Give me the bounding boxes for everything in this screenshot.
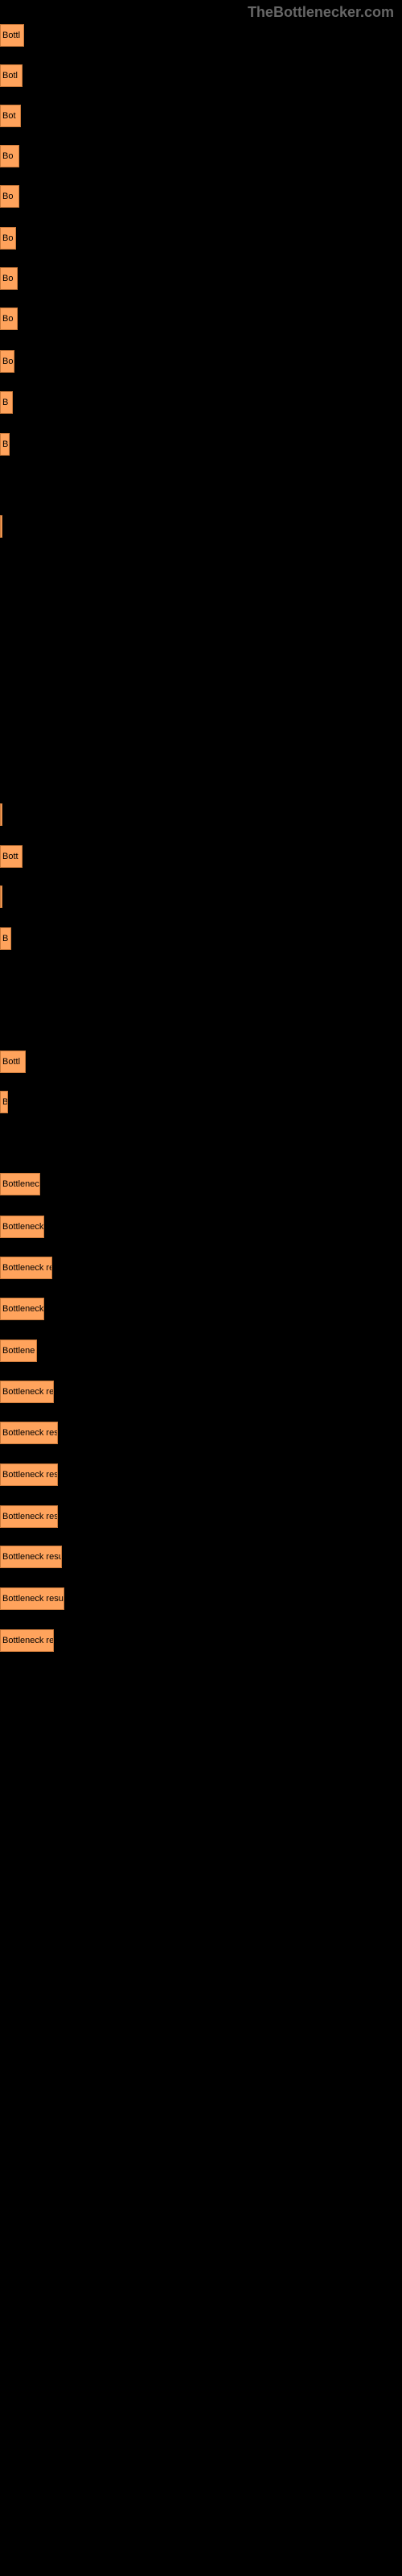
bar-row bbox=[0, 886, 2, 908]
bar-row: B bbox=[0, 391, 13, 414]
bar-row: Botl bbox=[0, 64, 23, 87]
bar-row: Bottleneck res bbox=[0, 1463, 58, 1486]
chart-bar: Bottleneck res bbox=[0, 1505, 58, 1528]
chart-bar: Bottleneck bbox=[0, 1298, 44, 1320]
chart-bar: Bottlene bbox=[0, 1340, 37, 1362]
chart-bar: Bottleneck re bbox=[0, 1629, 54, 1652]
bar-row: Bo bbox=[0, 350, 14, 373]
chart-bar: B bbox=[0, 433, 10, 456]
bar-row: Bottlene bbox=[0, 1340, 37, 1362]
chart-bar bbox=[0, 803, 2, 826]
bar-row: Bottleneck res bbox=[0, 1422, 58, 1444]
bar-row: Bottleneck re bbox=[0, 1629, 54, 1652]
chart-bar: Bo bbox=[0, 145, 19, 167]
bar-row: Bo bbox=[0, 308, 18, 330]
chart-bar: Bot bbox=[0, 105, 21, 127]
bar-row: B bbox=[0, 433, 10, 456]
chart-bar: Bottleneck bbox=[0, 1216, 44, 1238]
chart-bar: Bottleneck resu bbox=[0, 1546, 62, 1568]
chart-bar bbox=[0, 886, 2, 908]
bar-row: Bottleneck resu bbox=[0, 1587, 64, 1610]
bar-row: Bottl bbox=[0, 24, 24, 47]
watermark: TheBottlenecker.com bbox=[248, 4, 394, 21]
chart-bar: B bbox=[0, 391, 13, 414]
chart-bar: Bo bbox=[0, 185, 19, 208]
bar-row: Bot bbox=[0, 105, 21, 127]
bar-row: B bbox=[0, 927, 11, 950]
chart-bar: Bottleneck resu bbox=[0, 1587, 64, 1610]
chart-bar: Bottleneck res bbox=[0, 1422, 58, 1444]
bar-row bbox=[0, 515, 2, 538]
chart-bar: Bottlenec bbox=[0, 1173, 40, 1195]
chart-bar: B bbox=[0, 927, 11, 950]
bar-row: Bottl bbox=[0, 1051, 26, 1073]
bar-row: Bo bbox=[0, 185, 19, 208]
bar-row: Bottleneck res bbox=[0, 1505, 58, 1528]
bar-row: Bottleneck re bbox=[0, 1257, 52, 1279]
chart-bar: Bottleneck re bbox=[0, 1257, 52, 1279]
bar-row bbox=[0, 803, 2, 826]
bar-row: B bbox=[0, 1091, 8, 1113]
chart-bar: Bo bbox=[0, 227, 16, 250]
chart-bar: B bbox=[0, 1091, 8, 1113]
chart-bar: Bottleneck re bbox=[0, 1381, 54, 1403]
chart-bar: Botl bbox=[0, 64, 23, 87]
bar-row: Bo bbox=[0, 267, 18, 290]
chart-bar: Bottl bbox=[0, 1051, 26, 1073]
chart-bar bbox=[0, 515, 2, 538]
chart-bar: Bo bbox=[0, 267, 18, 290]
chart-bar: Bottl bbox=[0, 24, 24, 47]
chart-bar: Bott bbox=[0, 845, 23, 868]
chart-bar: Bo bbox=[0, 308, 18, 330]
bar-row: Bottlenec bbox=[0, 1173, 40, 1195]
chart-bar: Bottleneck res bbox=[0, 1463, 58, 1486]
chart-bar: Bo bbox=[0, 350, 14, 373]
bar-row: Bottleneck bbox=[0, 1216, 44, 1238]
bar-row: Bottleneck resu bbox=[0, 1546, 62, 1568]
bar-row: Bott bbox=[0, 845, 23, 868]
bar-row: Bottleneck re bbox=[0, 1381, 54, 1403]
bar-row: Bottleneck bbox=[0, 1298, 44, 1320]
bar-row: Bo bbox=[0, 145, 19, 167]
bar-row: Bo bbox=[0, 227, 16, 250]
